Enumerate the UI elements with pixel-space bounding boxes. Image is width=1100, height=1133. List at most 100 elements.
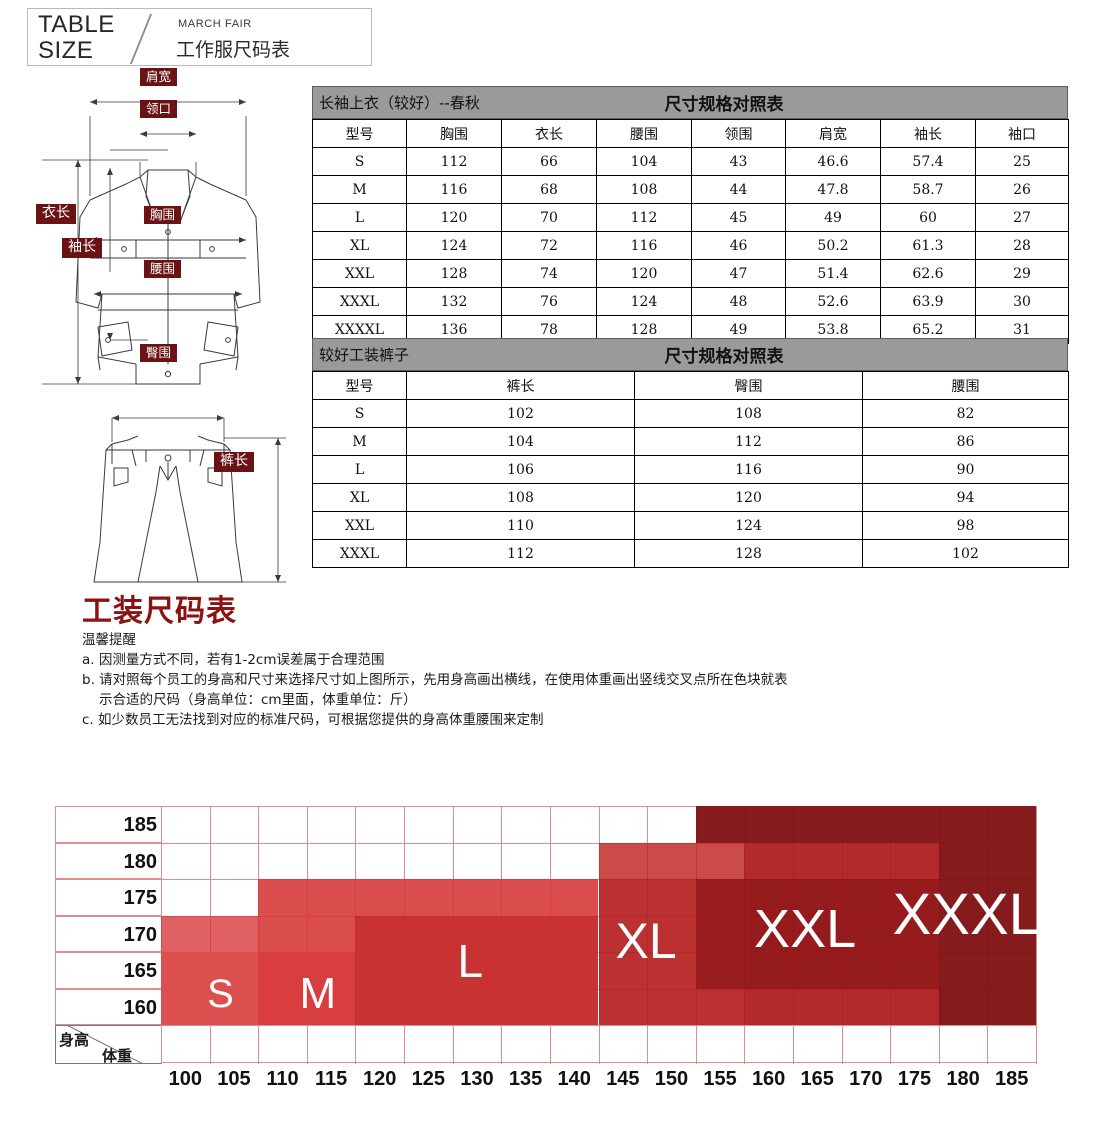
table-row: L 106 116 90	[312, 455, 1069, 484]
table-cell: 74	[501, 259, 597, 288]
height-axis-label: 185	[123, 814, 157, 836]
height-axis-label: 165	[123, 960, 157, 982]
table-cell: 44	[691, 175, 786, 204]
weight-axis-label: 165	[800, 1068, 834, 1090]
table-row: XXXL 112 128 102	[312, 539, 1069, 568]
table-cell: L	[312, 203, 407, 232]
tag-hip: 臀围	[140, 344, 178, 362]
table-cell: XL	[312, 483, 407, 512]
table-cell: L	[312, 455, 407, 484]
table-cell: 46.6	[785, 147, 881, 176]
weight-axis-label: 160	[751, 1068, 786, 1090]
grid-line-horizontal	[161, 1025, 1036, 1026]
table-cell: 106	[406, 455, 635, 484]
table-cell: 30	[975, 287, 1069, 316]
matrix-grid: S M L XL XXL XXXL	[161, 806, 1041, 1064]
jacket-table-title-center: 尺寸规格对照表	[664, 95, 784, 115]
matrix-size-block	[161, 915, 259, 1025]
table-header-row: 型号 裤长 臀围 腰围	[312, 371, 1069, 400]
note-c: c. 如少数员工无法找到对应的标准尺码，可根据您提供的身高体重腰围来定制	[82, 712, 544, 728]
note-b-line1: b. 请对照每个员工的身高和尺寸来选择尺寸如上图所示，先用身高画出横线，在使用体…	[82, 672, 788, 688]
table-header-row: 型号 胸围 衣长 腰围 领围 肩宽 袖长 袖口	[312, 119, 1069, 148]
garment-illustration: 肩宽 领口 胸围 腰围 衣长 袖长 臀围 裤长	[28, 68, 308, 587]
table-cell: 116	[634, 455, 863, 484]
table-cell: 46	[691, 231, 786, 260]
table-row: XXL 128 74 120 47 51.4 62.6 29	[312, 259, 1069, 288]
table-cell: XXXL	[312, 539, 407, 568]
table-cell: XL	[312, 231, 407, 260]
notes-heading: 温馨提醒	[82, 632, 136, 648]
column-header: 领围	[691, 119, 786, 148]
height-axis-cell: 160	[55, 988, 161, 1025]
table-cell: 128	[406, 259, 502, 288]
pants-size-table-container: 较好工装裤子 尺寸规格对照表 型号 裤长 臀围 腰围 S 102 108 82 M 104 112 8…	[312, 338, 1069, 568]
table-cell: 25	[975, 147, 1069, 176]
banner-title-line2: SIZE	[38, 37, 94, 64]
table-cell: 120	[596, 259, 692, 288]
table-cell: 45	[691, 203, 786, 232]
table-cell: 27	[975, 203, 1069, 232]
size-label-xl: XL	[615, 913, 677, 970]
table-cell: 28	[975, 231, 1069, 260]
weight-axis-label: 125	[411, 1068, 446, 1090]
size-label-xxl: XXL	[754, 898, 857, 959]
height-axis-cell: 170	[55, 915, 161, 952]
weight-axis-label: 135	[508, 1068, 543, 1090]
axis-label-height: 身高	[59, 1031, 90, 1049]
table-cell: 124	[634, 511, 863, 540]
column-header: 裤长	[406, 371, 635, 400]
table-cell: M	[312, 427, 407, 456]
table-cell: 63.9	[880, 287, 976, 316]
tag-chest: 胸围	[144, 206, 182, 224]
table-row: M 116 68 108 44 47.8 58.7 26	[312, 175, 1069, 204]
table-row: S 102 108 82	[312, 399, 1069, 428]
matrix-size-block	[695, 879, 939, 989]
axis-corner-cell: 身高 体重	[55, 1025, 162, 1064]
tag-garment-length: 衣长	[36, 204, 76, 224]
garment-line-art-icon	[42, 99, 286, 583]
jacket-size-table: 型号 胸围 衣长 腰围 领围 肩宽 袖长 袖口 S 112 66 104 43 46.6 57.4 25 M 11…	[312, 119, 1069, 344]
table-row: M 104 112 86	[312, 427, 1069, 456]
table-cell: 112	[406, 147, 502, 176]
column-header: 袖口	[975, 119, 1069, 148]
height-axis-cell: 165	[55, 952, 161, 989]
table-cell: 116	[596, 231, 692, 260]
table-row: XL 108 120 94	[312, 483, 1069, 512]
table-cell: 86	[862, 427, 1069, 456]
table-cell: 68	[501, 175, 597, 204]
size-matrix-chart: 185 180 175 170 165 160 身高 体重 S M L XL XXL XXXL 10…	[55, 806, 1041, 1090]
jacket-size-table-container: 长袖上衣（较好）--春秋 尺寸规格对照表 型号 胸围 衣长 腰围 领围 肩宽 袖长 袖口 S 11…	[312, 86, 1069, 344]
table-cell: 47.8	[785, 175, 881, 204]
tag-collar: 领口	[140, 100, 178, 118]
table-cell: 128	[634, 539, 863, 568]
axis-label-weight: 体重	[102, 1047, 133, 1064]
table-cell: 60	[880, 203, 976, 232]
slash-divider-icon	[129, 14, 153, 64]
table-cell: 49	[785, 203, 881, 232]
matrix-size-block	[938, 842, 1036, 1025]
column-header: 腰围	[862, 371, 1069, 400]
table-cell: 26	[975, 175, 1069, 204]
height-axis-cell: 185	[55, 806, 161, 843]
height-axis-label: 170	[123, 923, 157, 946]
table-cell: 124	[406, 231, 502, 260]
jacket-table-title-left: 长袖上衣（较好）--春秋	[319, 94, 480, 112]
weight-axis-label: 145	[606, 1068, 640, 1090]
weight-axis-label: 155	[703, 1068, 737, 1090]
table-cell: 108	[406, 483, 635, 512]
matrix-size-block	[695, 806, 939, 843]
size-label-m: M	[299, 968, 337, 1018]
size-label-xxxl: XXXL	[892, 881, 1041, 947]
table-cell: M	[312, 175, 407, 204]
table-cell: 70	[501, 203, 597, 232]
table-cell: XXXL	[312, 287, 407, 316]
table-cell: 43	[691, 147, 786, 176]
table-cell: 132	[406, 287, 502, 316]
page-title: 工装尺码表	[82, 594, 237, 629]
weight-axis: 100 105 110 115 120 125 130 135 140 145 150 155 160 1…	[161, 1068, 1036, 1098]
table-cell: 58.7	[880, 175, 976, 204]
matrix-size-block	[355, 915, 599, 1025]
table-cell: 50.2	[785, 231, 881, 260]
size-label-l: L	[457, 935, 484, 988]
grid-line-horizontal	[161, 1061, 1036, 1063]
